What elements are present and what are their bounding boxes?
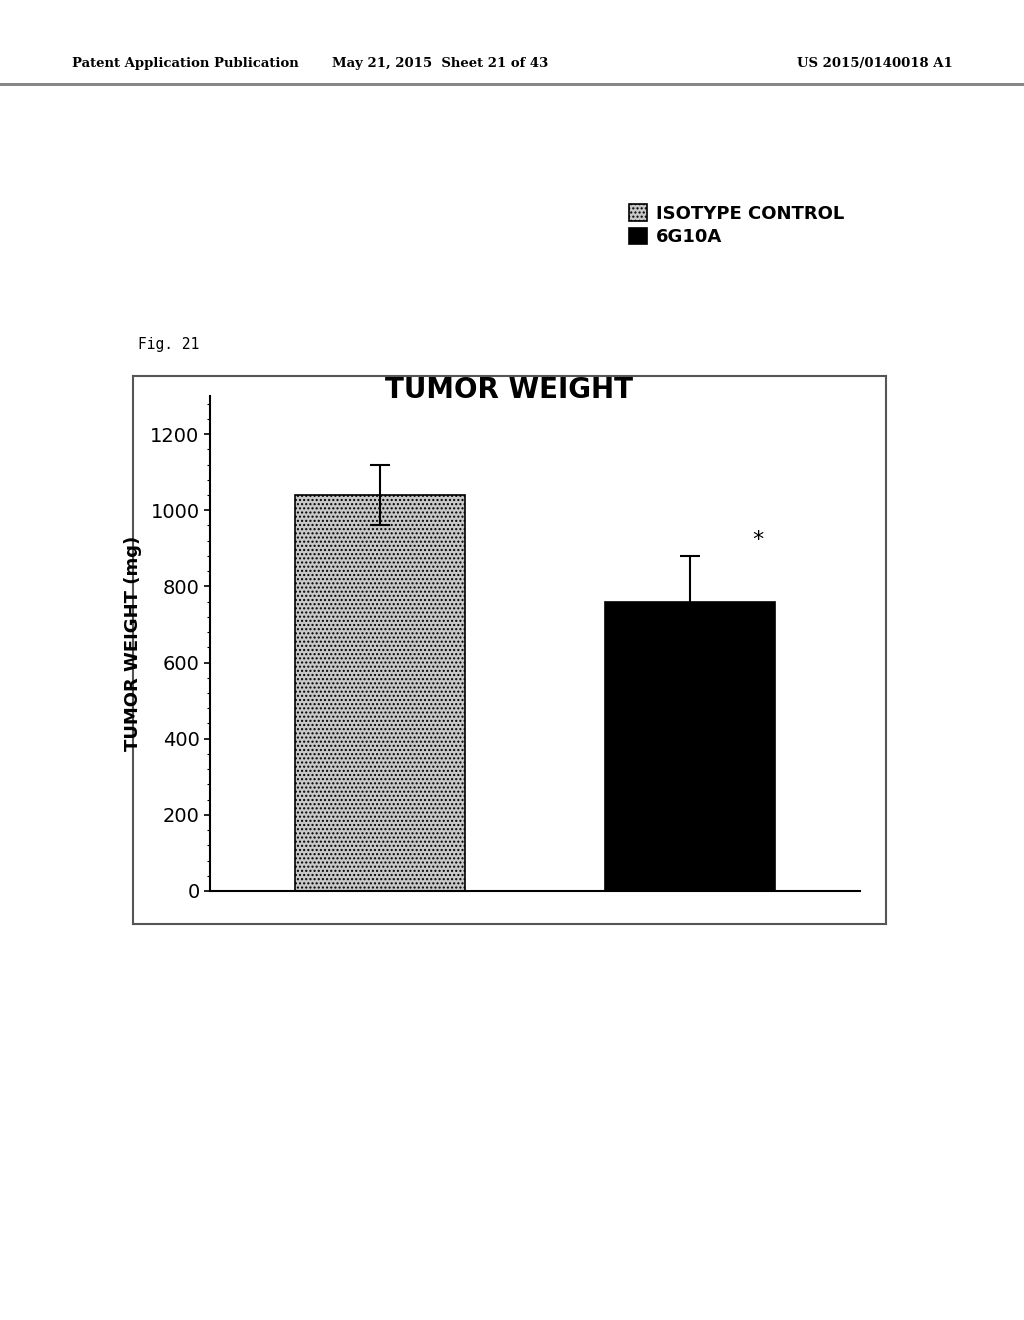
Text: US 2015/0140018 A1: US 2015/0140018 A1 <box>797 57 952 70</box>
Y-axis label: TUMOR WEIGHT (mg): TUMOR WEIGHT (mg) <box>124 536 142 751</box>
Bar <box>605 602 775 891</box>
Text: May 21, 2015  Sheet 21 of 43: May 21, 2015 Sheet 21 of 43 <box>332 57 549 70</box>
Bar <box>295 495 465 891</box>
Legend: ISOTYPE CONTROL, 6G10A: ISOTYPE CONTROL, 6G10A <box>622 197 851 253</box>
Text: TUMOR WEIGHT: TUMOR WEIGHT <box>385 376 633 404</box>
Text: Patent Application Publication: Patent Application Publication <box>72 57 298 70</box>
Text: *: * <box>753 531 764 550</box>
Text: Fig. 21: Fig. 21 <box>138 337 200 351</box>
